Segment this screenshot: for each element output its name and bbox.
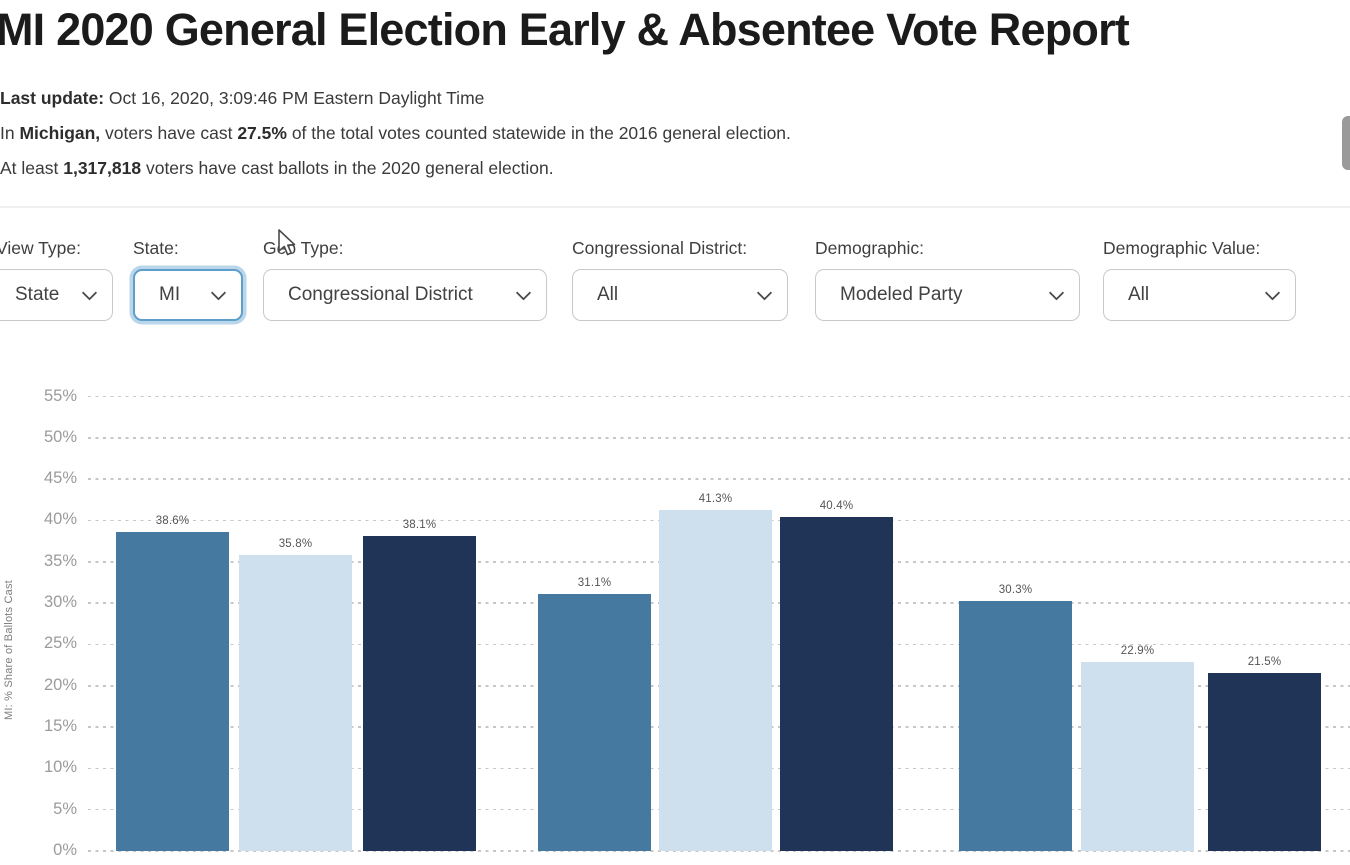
- summary-1-state: Michigan,: [19, 123, 101, 143]
- summary-2-post: voters have cast ballots in the 2020 gen…: [141, 158, 554, 178]
- gridline: [88, 395, 1350, 398]
- summary-1-mid: voters have cast: [100, 123, 238, 143]
- bar[interactable]: [116, 532, 229, 851]
- filter-congressional-district: Congressional District: All: [572, 238, 788, 321]
- page-title: MI 2020 General Election Early & Absente…: [0, 4, 1130, 55]
- filter-demographic: Demographic: Modeled Party: [815, 238, 1080, 321]
- y-tick-label: 0%: [53, 841, 77, 859]
- bar-value-label: 38.1%: [402, 519, 437, 532]
- last-update-value: Oct 16, 2020, 3:09:46 PM Eastern Dayligh…: [104, 88, 485, 108]
- summary-1-pre: In: [0, 123, 20, 143]
- vertical-scrollbar-thumb[interactable]: [1342, 116, 1350, 170]
- filter-geo-type: Geo Type: Congressional District: [263, 238, 547, 321]
- state-select-value: MI: [159, 284, 181, 305]
- state-select[interactable]: MI: [133, 269, 243, 321]
- bar[interactable]: [363, 536, 476, 851]
- y-tick-label: 45%: [43, 469, 77, 488]
- summary-2-pre: At least: [0, 158, 64, 178]
- bar[interactable]: [239, 555, 352, 851]
- filter-view-type-label: View Type:: [0, 238, 81, 258]
- bar-value-label: 21.5%: [1247, 656, 1282, 669]
- congressional-district-select[interactable]: All: [572, 269, 788, 321]
- filter-demographic-value: Demographic Value: All: [1103, 238, 1296, 321]
- bar[interactable]: [780, 517, 893, 851]
- filter-congressional-district-label: Congressional District:: [572, 238, 748, 258]
- bar[interactable]: [1208, 673, 1321, 851]
- y-tick-label: 55%: [43, 386, 77, 405]
- congressional-district-select-value: All: [597, 284, 619, 305]
- demographic-select[interactable]: Modeled Party: [815, 269, 1080, 321]
- demographic-value-select[interactable]: All: [1103, 269, 1296, 321]
- filter-demographic-label: Demographic:: [815, 238, 924, 258]
- summary-1-post: of the total votes counted statewide in …: [286, 123, 791, 143]
- summary-1-pct: 27.5%: [237, 123, 287, 143]
- bar[interactable]: [959, 600, 1072, 851]
- last-update-label: Last update:: [0, 88, 105, 108]
- gridline: [88, 437, 1350, 439]
- filter-state: State: MI: [133, 238, 243, 321]
- y-tick-label: 40%: [43, 510, 77, 529]
- bar-value-label: 30.3%: [998, 583, 1033, 596]
- bar-value-label: 35.8%: [278, 538, 313, 551]
- summary-2-count: 1,317,818: [63, 158, 142, 178]
- y-tick-label: 15%: [43, 717, 77, 736]
- bar-value-label: 38.6%: [155, 515, 190, 528]
- bar[interactable]: [1081, 661, 1194, 851]
- y-tick-label: 5%: [53, 799, 77, 818]
- y-tick-label: 35%: [43, 551, 77, 570]
- filter-demographic-value-label: Demographic Value:: [1103, 238, 1261, 258]
- summary-line-2: At least 1,317,818 voters have cast ball…: [0, 158, 554, 179]
- y-tick-label: 50%: [43, 427, 77, 446]
- y-tick-label: 25%: [43, 634, 77, 653]
- y-tick-label: 30%: [43, 593, 77, 612]
- bar-value-label: 31.1%: [577, 577, 612, 590]
- view-type-select[interactable]: State: [0, 269, 113, 321]
- geo-type-select-value: Congressional District: [288, 284, 473, 305]
- gridline: [88, 850, 1350, 852]
- filter-view-type: View Type: State: [0, 238, 113, 321]
- bar-value-label: 41.3%: [698, 492, 733, 505]
- y-tick-label: 20%: [43, 675, 77, 694]
- view-type-select-value: State: [15, 284, 60, 305]
- summary-line-1: In Michigan, voters have cast 27.5% of t…: [0, 123, 791, 144]
- plot-area: 38.6% 35.8% 38.1% 31.1% 41.3% 40.4% 30.3% 22.9%…: [88, 380, 1350, 852]
- bar[interactable]: [538, 594, 651, 851]
- bar-value-label: 22.9%: [1120, 644, 1155, 657]
- y-tick-label: 10%: [43, 758, 77, 777]
- demographic-select-value: Modeled Party: [840, 284, 963, 305]
- gridline: [88, 478, 1350, 480]
- demographic-value-select-value: All: [1128, 284, 1150, 305]
- mouse-cursor-icon: [278, 229, 296, 256]
- bar[interactable]: [659, 509, 772, 851]
- bar-value-label: 40.4%: [819, 500, 854, 513]
- geo-type-select[interactable]: Congressional District: [263, 269, 547, 321]
- last-update-line: Last update: Oct 16, 2020, 3:09:46 PM Ea…: [0, 88, 484, 109]
- divider: [0, 206, 1350, 208]
- filter-state-label: State:: [133, 238, 179, 258]
